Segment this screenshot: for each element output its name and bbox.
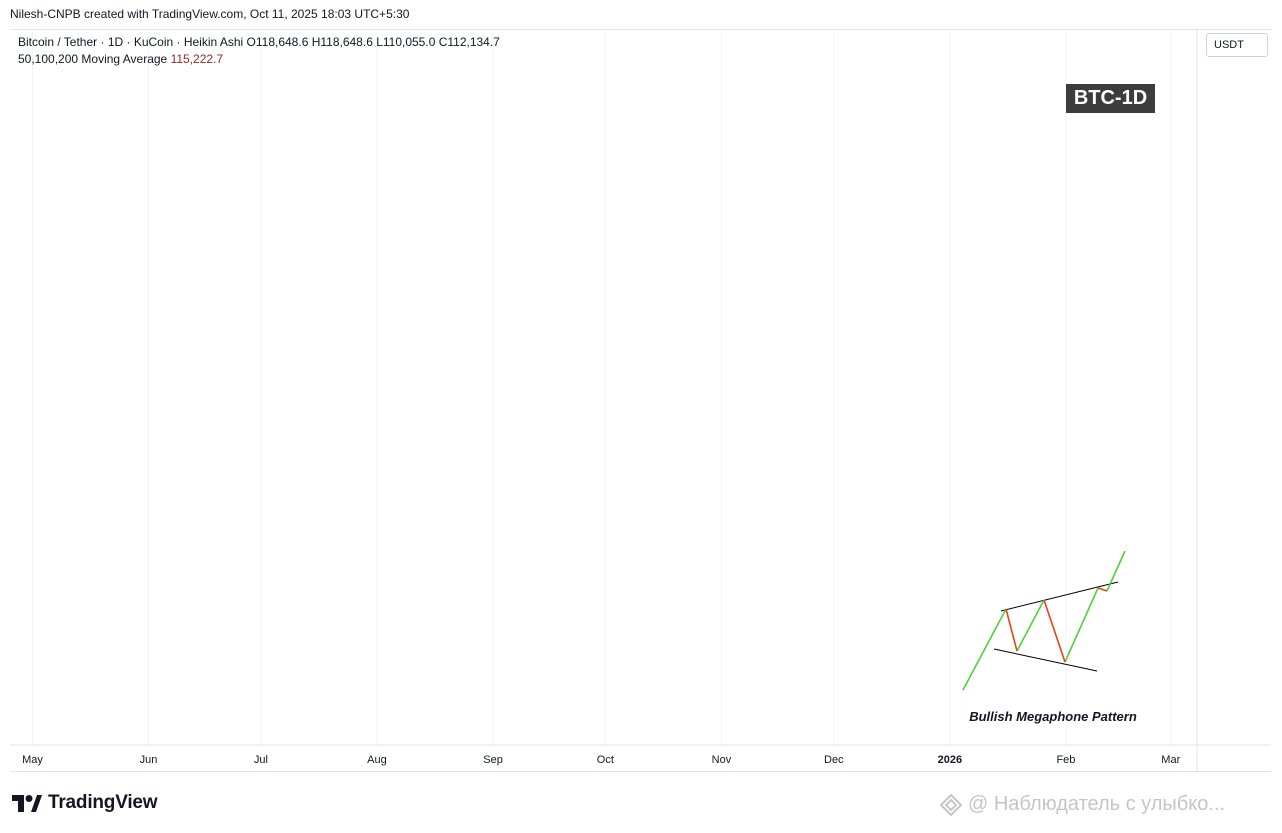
inset-title: Bullish Megaphone Pattern bbox=[969, 709, 1137, 724]
inset-up-leg bbox=[962, 608, 1007, 691]
tradingview-brand-text: TradingView bbox=[48, 792, 158, 813]
tradingview-logo[interactable]: TradingView bbox=[12, 791, 158, 815]
time-tick-label: 2026 bbox=[938, 754, 962, 766]
chart-legend: Bitcoin / Tether · 1D · KuCoin · Heikin … bbox=[18, 34, 500, 68]
time-tick-label: Feb bbox=[1056, 754, 1075, 766]
tradingview-logo-icon bbox=[12, 794, 42, 812]
watermark: @ Наблюдатель с улыбко... bbox=[940, 793, 1225, 816]
time-tick-label: Aug bbox=[367, 754, 387, 766]
chart-frame bbox=[10, 29, 1271, 772]
time-tick-label: Sep bbox=[483, 754, 503, 766]
time-tick-label: May bbox=[22, 754, 43, 766]
time-tick-label: Jun bbox=[140, 754, 158, 766]
chart-credit: Nilesh-CNPB created with TradingView.com… bbox=[10, 7, 410, 21]
inset-down-leg bbox=[1005, 608, 1018, 652]
time-tick-label: Dec bbox=[824, 754, 844, 766]
inset-down-leg bbox=[1043, 599, 1066, 663]
inset-channel-line bbox=[1000, 581, 1119, 612]
ma-legend[interactable]: 50,100,200 Moving Average 115,222.7 bbox=[18, 51, 500, 68]
time-tick-label: Nov bbox=[712, 754, 732, 766]
btc-1d-badge: BTC-1D bbox=[1066, 84, 1155, 113]
inset-down-leg bbox=[1097, 587, 1108, 592]
time-tick-label: Jul bbox=[254, 754, 268, 766]
inset-up-leg bbox=[1016, 599, 1045, 652]
time-tick-label: Oct bbox=[597, 754, 614, 766]
inset-title-bg bbox=[960, 706, 1146, 726]
ma-legend-label: 50,100,200 Moving Average bbox=[18, 52, 168, 66]
inset-diagram: Bullish Megaphone Pattern bbox=[960, 550, 1146, 726]
inset-up-leg bbox=[1106, 550, 1126, 592]
inset-channel-line bbox=[993, 648, 1098, 672]
symbol-legend[interactable]: Bitcoin / Tether · 1D · KuCoin · Heikin … bbox=[18, 35, 500, 49]
time-tick-label: Mar bbox=[1161, 754, 1180, 766]
currency-button[interactable]: USDT bbox=[1206, 33, 1268, 57]
inset-up-leg bbox=[1064, 587, 1099, 663]
ma-legend-value: 115,222.7 bbox=[170, 52, 224, 66]
watermark-text: @ Наблюдатель с улыбко... bbox=[968, 793, 1225, 815]
grid-lines bbox=[10, 30, 1271, 772]
time-axis[interactable]: May Jun Jul Aug Sep Oct Nov Dec 2026 Feb Mar bbox=[22, 754, 1181, 766]
watermark-icon bbox=[940, 793, 962, 816]
